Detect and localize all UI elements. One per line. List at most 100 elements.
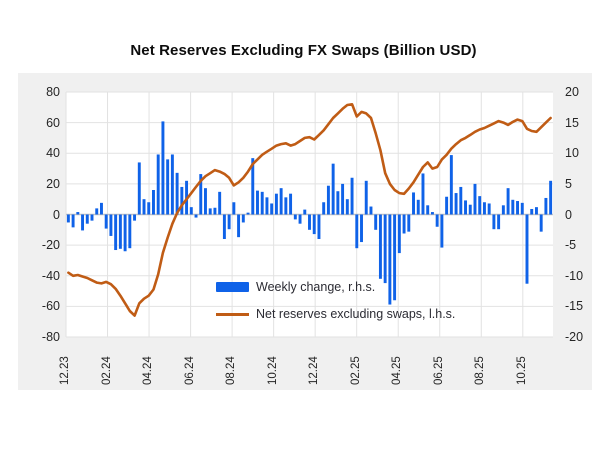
weekly-change-bar: [345, 199, 349, 215]
weekly-change-bar: [407, 214, 411, 232]
legend-item-net-reserves: Net reserves excluding swaps, l.h.s.: [216, 307, 455, 321]
legend-item-weekly-change: Weekly change, r.h.s.: [216, 280, 455, 294]
weekly-change-bar: [180, 186, 184, 215]
weekly-change-bar: [501, 205, 505, 215]
weekly-change-bar: [520, 202, 524, 215]
weekly-change-bar: [251, 158, 255, 215]
weekly-change-bar: [331, 163, 335, 215]
weekly-change-bar: [85, 214, 89, 224]
weekly-change-bar: [530, 208, 534, 215]
weekly-change-bar: [123, 214, 127, 252]
x-axis-tick: 08.24: [225, 356, 238, 385]
right-axis-tick: 20: [565, 85, 579, 99]
left-axis-tick: 60: [46, 115, 60, 130]
weekly-change-bar: [473, 183, 477, 215]
net-reserves-line: [67, 102, 552, 317]
weekly-change-bar: [76, 212, 80, 215]
weekly-change-bar: [426, 205, 430, 215]
weekly-change-bar: [137, 162, 141, 215]
weekly-change-bar: [289, 193, 293, 215]
weekly-change-bar: [449, 155, 453, 215]
left-axis-tick: -20: [41, 238, 60, 253]
weekly-change-bar: [388, 214, 392, 305]
left-axis-tick: -60: [41, 299, 60, 314]
weekly-change-bar: [95, 208, 99, 215]
weekly-change-bar: [246, 212, 250, 215]
left-axis-tick: 20: [46, 176, 60, 191]
weekly-change-bar: [213, 207, 217, 215]
weekly-change-bar: [222, 214, 226, 239]
weekly-change-bar: [298, 214, 302, 224]
weekly-change-bar: [81, 214, 85, 231]
weekly-change-bar: [482, 202, 486, 215]
weekly-change-bar: [459, 186, 463, 215]
bar-series-swatch-icon: [216, 282, 249, 292]
left-axis-tick: 80: [46, 85, 60, 99]
weekly-change-bar: [260, 191, 264, 215]
chart-panel: 80 60 40 20 0 -20 -40 -60 -80 20 15 10 5…: [18, 73, 592, 390]
weekly-change-bar: [317, 214, 321, 239]
weekly-change-bar: [440, 214, 444, 248]
weekly-change-bar: [194, 214, 198, 218]
weekly-change-bar: [166, 159, 170, 215]
weekly-change-bar: [303, 209, 307, 215]
weekly-change-bar: [156, 154, 160, 215]
line-series-swatch-icon: [216, 312, 249, 316]
weekly-change-bar: [383, 214, 387, 284]
weekly-change-bar: [170, 154, 174, 215]
weekly-change-bar: [284, 197, 288, 215]
weekly-change-bar: [369, 206, 373, 215]
weekly-change-bar: [539, 214, 543, 232]
weekly-change-bar: [265, 197, 269, 215]
weekly-change-bar: [534, 207, 538, 215]
x-axis-tick: 06.25: [432, 356, 445, 385]
left-axis-tick: 0: [53, 207, 60, 222]
left-axis-tick: 40: [46, 146, 60, 161]
weekly-change-bar: [66, 214, 70, 223]
weekly-change-bar: [322, 202, 326, 215]
weekly-change-bar: [237, 214, 241, 238]
weekly-change-bar: [100, 202, 103, 215]
weekly-change-bar: [478, 196, 482, 215]
weekly-change-bar: [279, 188, 283, 215]
weekly-change-bar: [270, 203, 274, 215]
weekly-change-bar: [104, 214, 108, 229]
weekly-change-bar: [326, 185, 330, 215]
weekly-change-bar: [435, 214, 439, 227]
weekly-change-bar: [114, 214, 118, 251]
weekly-change-bar: [397, 214, 401, 254]
right-axis-tick: 15: [565, 115, 579, 130]
right-axis-tick: 10: [565, 146, 579, 161]
weekly-change-bar: [355, 214, 359, 249]
right-axis-tick: 0: [565, 207, 572, 222]
weekly-change-bar: [378, 214, 382, 279]
weekly-change-bar: [109, 214, 113, 236]
weekly-change-bar: [549, 180, 553, 215]
weekly-change-bar: [232, 202, 236, 215]
right-axis-tick: -10: [565, 268, 584, 283]
weekly-change-bar: [341, 183, 345, 215]
weekly-change-bar: [241, 214, 245, 223]
x-axis-tick: 12.24: [308, 356, 321, 385]
x-axis-tick: 02.24: [100, 356, 113, 385]
weekly-change-bar: [402, 214, 406, 234]
bar-series: [66, 121, 553, 305]
weekly-change-bar: [468, 204, 472, 215]
weekly-change-bar: [274, 193, 278, 215]
right-axis-tick: -20: [565, 330, 584, 344]
left-axis-tick: -40: [41, 268, 60, 283]
weekly-change-bar: [487, 203, 491, 215]
x-axis-tick: 10.25: [515, 356, 528, 385]
weekly-change-bar: [133, 214, 137, 221]
x-axis-tick: 10.24: [266, 356, 279, 385]
legend: Weekly change, r.h.s. Net reserves exclu…: [216, 280, 455, 321]
weekly-change-bar: [308, 214, 311, 230]
weekly-change-bar: [161, 121, 165, 215]
weekly-change-bar: [454, 193, 458, 215]
weekly-change-bar: [218, 191, 222, 215]
x-axis-tick: 12.23: [59, 356, 71, 385]
chart-title: Net Reserves Excluding FX Swaps (Billion…: [130, 42, 477, 59]
weekly-change-bar: [497, 214, 501, 230]
weekly-change-bar: [189, 207, 193, 215]
